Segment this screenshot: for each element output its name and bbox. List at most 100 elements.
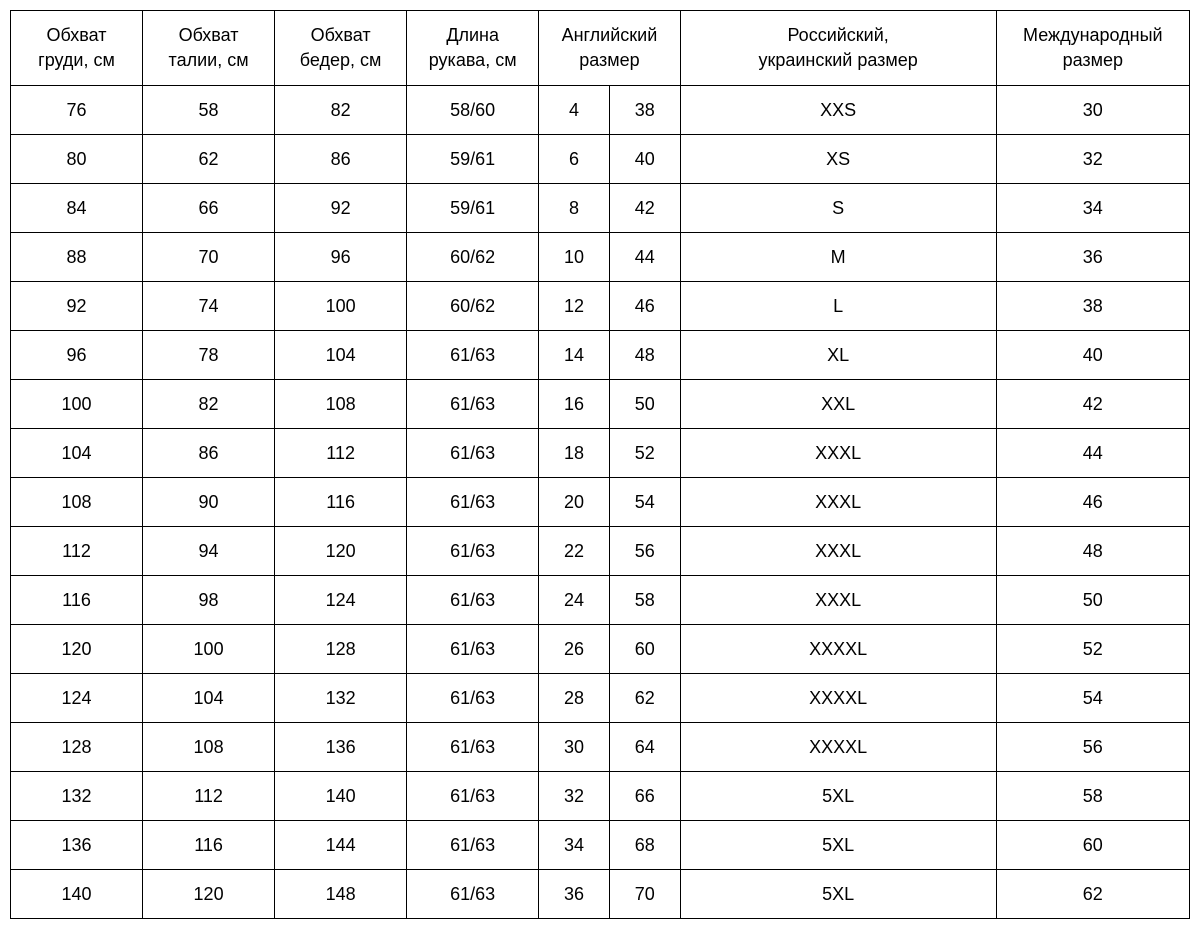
table-cell: 50 — [609, 380, 680, 429]
table-cell: 38 — [609, 86, 680, 135]
table-row: 1008210861/631650XXL42 — [11, 380, 1190, 429]
table-cell: 30 — [539, 723, 610, 772]
table-cell: 108 — [143, 723, 275, 772]
table-cell: 62 — [996, 870, 1189, 919]
table-cell: XXXL — [680, 527, 996, 576]
table-cell: 120 — [275, 527, 407, 576]
table-cell: XXXL — [680, 429, 996, 478]
table-cell: 62 — [609, 674, 680, 723]
table-cell: XXXL — [680, 478, 996, 527]
table-cell: 68 — [609, 821, 680, 870]
table-cell: 88 — [11, 233, 143, 282]
table-cell: 60 — [609, 625, 680, 674]
table-header: Обхватгруди, см Обхватталии, см Обхватбе… — [11, 11, 1190, 86]
table-cell: 24 — [539, 576, 610, 625]
table-cell: 28 — [539, 674, 610, 723]
table-cell: 56 — [609, 527, 680, 576]
table-cell: 61/63 — [407, 674, 539, 723]
table-cell: 58 — [996, 772, 1189, 821]
table-cell: 86 — [275, 135, 407, 184]
table-cell: 16 — [539, 380, 610, 429]
table-cell: 100 — [11, 380, 143, 429]
table-cell: 132 — [11, 772, 143, 821]
col-header-international: Международныйразмер — [996, 11, 1189, 86]
table-cell: 5XL — [680, 772, 996, 821]
table-cell: 44 — [609, 233, 680, 282]
table-cell: 80 — [11, 135, 143, 184]
table-cell: 20 — [539, 478, 610, 527]
table-row: 927410060/621246L38 — [11, 282, 1190, 331]
table-cell: 136 — [275, 723, 407, 772]
table-cell: 60 — [996, 821, 1189, 870]
table-cell: 136 — [11, 821, 143, 870]
table-row: 1089011661/632054XXXL46 — [11, 478, 1190, 527]
table-cell: 14 — [539, 331, 610, 380]
table-cell: 96 — [275, 233, 407, 282]
table-cell: XXXXL — [680, 723, 996, 772]
table-cell: 92 — [275, 184, 407, 233]
table-cell: M — [680, 233, 996, 282]
table-cell: 100 — [143, 625, 275, 674]
table-cell: 32 — [996, 135, 1189, 184]
table-cell: 116 — [275, 478, 407, 527]
table-cell: 34 — [996, 184, 1189, 233]
table-cell: 18 — [539, 429, 610, 478]
table-row: 76588258/60438XXS30 — [11, 86, 1190, 135]
table-cell: XL — [680, 331, 996, 380]
table-cell: 59/61 — [407, 184, 539, 233]
col-header-english: Английскийразмер — [539, 11, 680, 86]
table-cell: 52 — [996, 625, 1189, 674]
table-cell: 61/63 — [407, 870, 539, 919]
col-header-chest: Обхватгруди, см — [11, 11, 143, 86]
table-cell: 82 — [275, 86, 407, 135]
table-row: 13211214061/6332665XL58 — [11, 772, 1190, 821]
table-cell: 61/63 — [407, 429, 539, 478]
table-cell: 60/62 — [407, 233, 539, 282]
table-cell: 120 — [143, 870, 275, 919]
table-cell: 36 — [539, 870, 610, 919]
table-row: 13611614461/6334685XL60 — [11, 821, 1190, 870]
table-cell: 70 — [143, 233, 275, 282]
table-cell: 84 — [11, 184, 143, 233]
table-cell: 50 — [996, 576, 1189, 625]
table-row: 1129412061/632256XXXL48 — [11, 527, 1190, 576]
table-cell: 59/61 — [407, 135, 539, 184]
table-cell: 61/63 — [407, 821, 539, 870]
table-cell: 66 — [609, 772, 680, 821]
table-cell: 140 — [275, 772, 407, 821]
table-cell: 61/63 — [407, 331, 539, 380]
table-row: 967810461/631448XL40 — [11, 331, 1190, 380]
table-cell: 61/63 — [407, 576, 539, 625]
table-cell: 108 — [11, 478, 143, 527]
table-cell: 94 — [143, 527, 275, 576]
table-cell: 4 — [539, 86, 610, 135]
table-cell: 132 — [275, 674, 407, 723]
table-cell: 104 — [275, 331, 407, 380]
col-header-sleeve: Длинарукава, см — [407, 11, 539, 86]
table-cell: 8 — [539, 184, 610, 233]
table-row: 12810813661/633064XXXXL56 — [11, 723, 1190, 772]
table-cell: 42 — [996, 380, 1189, 429]
table-cell: 148 — [275, 870, 407, 919]
table-row: 80628659/61640XS32 — [11, 135, 1190, 184]
table-cell: 144 — [275, 821, 407, 870]
table-cell: 38 — [996, 282, 1189, 331]
table-cell: L — [680, 282, 996, 331]
size-chart-table: Обхватгруди, см Обхватталии, см Обхватбе… — [10, 10, 1190, 919]
table-cell: 104 — [143, 674, 275, 723]
table-cell: 61/63 — [407, 723, 539, 772]
table-cell: 58 — [609, 576, 680, 625]
header-row: Обхватгруди, см Обхватталии, см Обхватбе… — [11, 11, 1190, 86]
table-cell: XXXXL — [680, 625, 996, 674]
table-cell: 128 — [275, 625, 407, 674]
table-cell: 82 — [143, 380, 275, 429]
table-cell: 42 — [609, 184, 680, 233]
table-cell: 44 — [996, 429, 1189, 478]
table-cell: 61/63 — [407, 478, 539, 527]
table-cell: 76 — [11, 86, 143, 135]
table-cell: 46 — [609, 282, 680, 331]
table-row: 88709660/621044M36 — [11, 233, 1190, 282]
table-cell: 116 — [11, 576, 143, 625]
table-cell: 56 — [996, 723, 1189, 772]
table-cell: 92 — [11, 282, 143, 331]
